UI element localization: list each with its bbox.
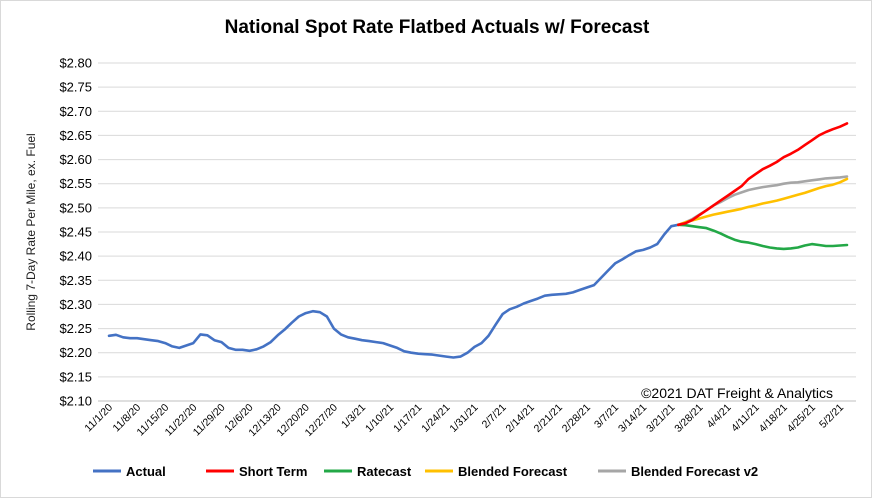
y-tick-label: $2.55 bbox=[59, 176, 92, 191]
series-line-short-term bbox=[677, 122, 849, 227]
x-tick-label: 3/21/21 bbox=[644, 402, 677, 435]
x-tick-label: 5/2/21 bbox=[817, 402, 846, 431]
y-tick-label: $2.40 bbox=[59, 249, 92, 264]
y-axis-title: Rolling 7-Day Rate Per Mile, ex. Fuel bbox=[24, 133, 38, 330]
series-line-ratecast bbox=[677, 223, 849, 251]
y-tick-label: $2.15 bbox=[59, 369, 92, 384]
x-tick-label: 4/11/21 bbox=[729, 402, 762, 435]
x-tick-label: 1/31/21 bbox=[447, 402, 480, 435]
x-tick-label: 4/25/21 bbox=[785, 402, 818, 435]
y-tick-label: $2.25 bbox=[59, 321, 92, 336]
legend: Actual Short Term Ratecast Blended Forecast… bbox=[93, 464, 758, 479]
y-axis-ticks: $2.80 $2.75 $2.70 $2.65 $2.60 $2.55 $2.50 $2.45… bbox=[59, 56, 92, 409]
x-tick-label: 3/28/21 bbox=[672, 402, 705, 435]
y-tick-label: $2.80 bbox=[59, 56, 92, 71]
y-tick-label: $2.60 bbox=[59, 152, 92, 167]
series-line-blended-forecast bbox=[677, 177, 849, 227]
x-tick-label: 2/21/21 bbox=[532, 402, 565, 435]
x-tick-label: 1/10/21 bbox=[363, 402, 396, 435]
y-tick-label: $2.75 bbox=[59, 80, 92, 95]
x-axis-ticks: 11/1/2011/8/2011/15/2011/22/2011/29/2012… bbox=[82, 402, 846, 440]
x-tick-label: 1/17/21 bbox=[391, 402, 424, 435]
legend-label: Ratecast bbox=[357, 464, 412, 479]
legend-label: Short Term bbox=[239, 464, 307, 479]
legend-label: Actual bbox=[126, 464, 166, 479]
chart-title: National Spot Rate Flatbed Actuals w/ Fo… bbox=[225, 17, 650, 38]
legend-label: Blended Forecast bbox=[458, 464, 568, 479]
series-lines bbox=[107, 122, 849, 359]
x-tick-label: 2/28/21 bbox=[560, 402, 593, 435]
y-tick-label: $2.30 bbox=[59, 297, 92, 312]
y-tick-label: $2.45 bbox=[59, 225, 92, 240]
x-tick-label: 4/18/21 bbox=[757, 402, 790, 435]
x-tick-label: 1/24/21 bbox=[419, 402, 452, 435]
x-tick-label: 2/14/21 bbox=[504, 402, 537, 435]
copyright-annotation: ©2021 DAT Freight & Analytics bbox=[641, 385, 833, 401]
y-tick-label: $2.20 bbox=[59, 345, 92, 360]
y-tick-label: $2.70 bbox=[59, 104, 92, 119]
y-tick-label: $2.50 bbox=[59, 200, 92, 215]
x-tick-label: 3/14/21 bbox=[616, 402, 649, 435]
y-tick-label: $2.65 bbox=[59, 128, 92, 143]
gridlines bbox=[98, 62, 856, 402]
series-line-actual bbox=[107, 222, 687, 359]
legend-label: Blended Forecast v2 bbox=[631, 464, 758, 479]
y-tick-label: $2.35 bbox=[59, 273, 92, 288]
y-tick-label: $2.10 bbox=[59, 394, 92, 409]
